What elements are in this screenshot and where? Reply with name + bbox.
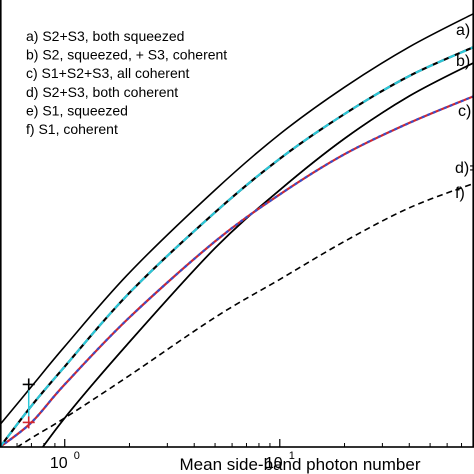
series-b-line — [0, 45, 474, 447]
plus-marker-2 — [22, 416, 35, 429]
svg-text:10: 10 — [265, 455, 283, 472]
x-tick-label: 10 0 — [50, 450, 80, 472]
plus-marker-1 — [22, 378, 35, 391]
svg-text:1: 1 — [289, 450, 295, 462]
series-layer — [0, 12, 474, 447]
series-f-end-label: f) — [455, 185, 465, 202]
legend-entry-a: a) S2+S3, both squeezed — [26, 28, 184, 44]
series-c-end-label: c) — [458, 103, 471, 120]
series-d-end-label: d)= — [455, 160, 474, 177]
legend: a) S2+S3, both squeezed b) S2, squeezed, … — [26, 28, 227, 137]
marker-layer — [22, 378, 35, 429]
svg-text:10: 10 — [50, 455, 68, 472]
series-d-line-overlay — [0, 95, 474, 447]
series-f-line — [15, 182, 474, 447]
plot-frame — [0, 0, 474, 448]
series-e-line — [41, 61, 474, 447]
legend-entry-b: b) S2, squeezed, + S3, coherent — [26, 47, 227, 63]
legend-entry-c: c) S1+S2+S3, all coherent — [26, 65, 190, 81]
x-tick-layer: 10 0 10 1 — [0, 439, 474, 472]
svg-text:0: 0 — [74, 450, 80, 462]
series-b-end-label: b) — [456, 53, 470, 70]
legend-entry-f: f) S1, coherent — [26, 121, 118, 137]
series-end-labels: a) b) c) d)= f) — [455, 22, 474, 202]
x-tick-label: 10 1 — [265, 450, 295, 472]
series-a-line — [0, 12, 474, 426]
x-axis-label: Mean side-band photon number — [180, 455, 421, 474]
legend-entry-e: e) S1, squeezed — [26, 102, 128, 118]
series-d-line — [0, 95, 474, 447]
legend-entry-d: d) S2+S3, both coherent — [26, 84, 178, 100]
series-a-end-label: a) — [456, 22, 470, 39]
